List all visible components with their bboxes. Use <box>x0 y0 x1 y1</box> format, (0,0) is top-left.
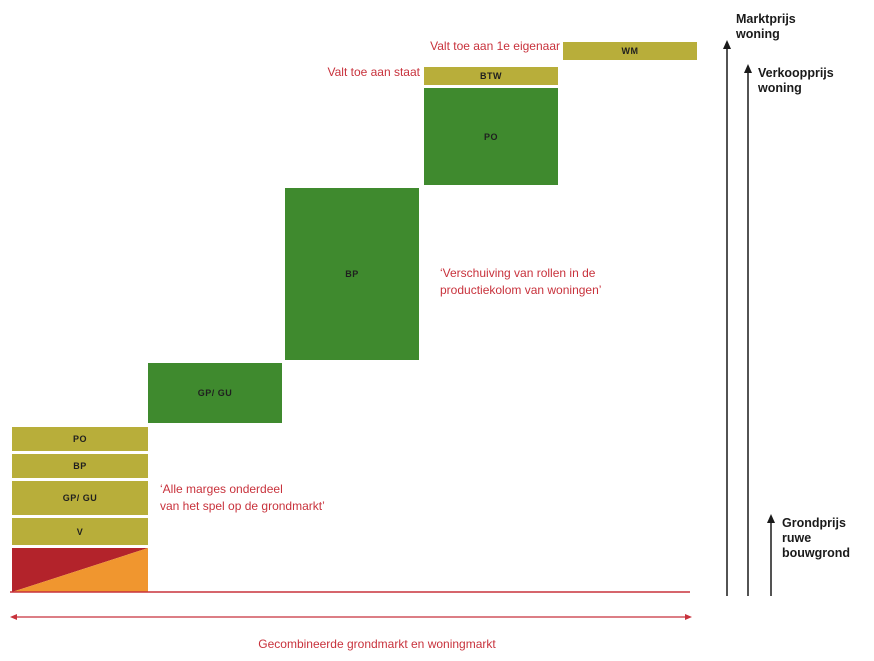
market-price-line2: woning <box>736 27 780 41</box>
step-btw-label: BTW <box>480 71 502 81</box>
ground-price-arrow-head <box>767 514 775 523</box>
step-btw-block: BTW <box>424 67 558 85</box>
bottom-arrow-left-head <box>10 614 17 620</box>
market-price-arrow-head <box>723 40 731 49</box>
step-wm-label: WM <box>621 46 639 56</box>
sale-price-arrow-head <box>744 64 752 73</box>
sale-price-line2: woning <box>758 81 802 95</box>
left-po-label: PO <box>72 434 87 444</box>
step-po-label: PO <box>483 131 498 142</box>
annotation-shift-line1: ‘Verschuiving van rollen in de <box>440 266 596 280</box>
annotation-margins-line2: van het spel op de grondmarkt’ <box>160 499 325 513</box>
sale-price-line1: Verkoopprijs <box>758 66 834 80</box>
annotation-state: Valt toe aan staat <box>327 65 420 79</box>
annotation-margins-line1: ‘Alle marges onderdeel <box>160 482 283 496</box>
market-price-label: Marktprijs woning <box>736 12 796 42</box>
bottom-arrow-right-head <box>685 614 692 620</box>
step-gp-gu-label: GP/ GU <box>197 388 233 398</box>
left-v-block: V <box>12 518 148 545</box>
left-po-block: PO <box>12 427 148 451</box>
sale-price-label: Verkoopprijs woning <box>758 66 834 96</box>
step-bp-block: BP <box>285 188 419 360</box>
market-price-line1: Marktprijs <box>736 12 796 26</box>
annotation-owner: Valt toe aan 1e eigenaar <box>430 39 560 53</box>
step-bp-label: BP <box>345 269 359 279</box>
left-gp-gu-block: GP/ GU <box>12 481 148 515</box>
ground-price-line3: bouwgrond <box>782 546 851 560</box>
left-v-label: V <box>76 526 84 537</box>
step-gp-gu-block: GP/ GU <box>148 363 282 423</box>
annotation-shift-line2: productiekolom van woningen’ <box>440 283 602 297</box>
ground-price-line1: Grondprijs <box>782 516 846 530</box>
annotation-margins: ‘Alle marges onderdeel van het spel op d… <box>160 481 325 515</box>
step-po-block: PO <box>424 88 558 185</box>
left-bp-block: BP <box>12 454 148 478</box>
orange-triangle <box>12 548 148 592</box>
step-wm-block: WM <box>563 42 697 60</box>
bottom-label: Gecombineerde grondmarkt en woningmarkt <box>258 637 496 651</box>
ground-price-label: Grondprijs ruwe bouwgrond <box>782 516 850 561</box>
left-bp-label: BP <box>73 461 87 471</box>
left-gp-gu-label: GP/ GU <box>62 493 98 503</box>
ground-price-line2: ruwe <box>782 531 812 545</box>
annotation-shift: ‘Verschuiving van rollen in de productie… <box>440 265 601 299</box>
